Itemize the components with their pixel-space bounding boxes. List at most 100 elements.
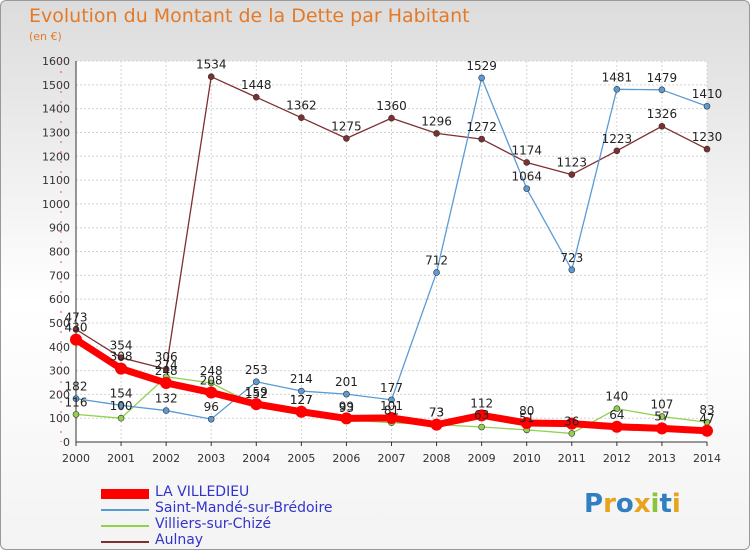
data-label-2: 81: [384, 404, 399, 418]
data-point-1: [162, 407, 170, 414]
y-tick-label: 600: [49, 293, 70, 306]
y-tick-label: 700: [49, 269, 70, 282]
y-tick-label: 1100: [42, 174, 70, 187]
data-point-0: [475, 409, 488, 422]
data-point-1: [568, 266, 576, 274]
proxiti-logo: Proxiti: [584, 489, 681, 519]
data-label-2: 140: [605, 390, 628, 404]
data-label-0: 308: [110, 350, 133, 364]
data-label-0: 47: [699, 412, 714, 426]
data-label-2: 107: [650, 398, 673, 412]
y-tick-label: 1500: [42, 79, 70, 92]
data-label-1: 96: [204, 400, 219, 414]
data-label-0: 208: [200, 373, 223, 387]
data-label-1: 1481: [602, 70, 633, 84]
data-label-2: 63: [474, 408, 489, 422]
data-point-0: [385, 411, 398, 424]
data-point-1: [478, 74, 485, 82]
data-point-3: [433, 130, 440, 137]
x-tick-label: 2002: [152, 452, 180, 465]
data-label-1: 1529: [466, 59, 497, 73]
data-point-1: [658, 86, 666, 94]
data-label-2: 127: [290, 393, 313, 407]
data-point-3: [658, 122, 666, 130]
data-label-1: 712: [425, 253, 448, 267]
data-point-2: [568, 430, 576, 437]
y-tick-label: 300: [49, 365, 70, 378]
data-point-1: [703, 102, 711, 110]
data-point-0: [655, 422, 668, 435]
data-point-3: [162, 365, 170, 373]
data-point-2: [207, 379, 215, 387]
data-point-3: [72, 326, 80, 333]
data-label-1: 132: [155, 392, 178, 406]
data-point-2: [117, 414, 125, 422]
data-label-3: 473: [65, 310, 88, 324]
data-label-1: 1410: [692, 87, 723, 101]
legend-label-la-villedieu: LA VILLEDIEU: [155, 484, 250, 500]
data-label-3: 1275: [331, 119, 362, 133]
data-point-2: [658, 413, 666, 420]
legend-item-aulnay: Aulnay: [101, 532, 401, 549]
data-point-2: [72, 411, 80, 418]
legend-item-villiers: Villiers-sur-Chizé: [101, 516, 401, 534]
y-tick-label: 0: [63, 436, 70, 449]
data-point-0: [70, 333, 82, 346]
y-tick-label: 1600: [42, 55, 70, 68]
legend-item-la-villedieu: LA VILLEDIEU: [101, 484, 401, 502]
data-point-3: [478, 135, 485, 143]
data-point-1: [343, 390, 350, 398]
x-tick-label: 2012: [603, 452, 631, 465]
data-label-1: 1064: [511, 170, 542, 184]
data-label-3: 1230: [692, 130, 723, 144]
data-point-3: [252, 93, 260, 101]
data-label-3: 354: [110, 339, 133, 353]
legend: LA VILLEDIEU Saint-Mandé-sur-Brédoire Vi…: [101, 484, 401, 549]
data-point-1: [613, 86, 621, 93]
data-label-0: 73: [429, 406, 444, 420]
x-tick-label: 2011: [558, 452, 586, 465]
data-point-2: [478, 423, 485, 431]
data-point-0: [340, 412, 353, 425]
data-point-3: [298, 114, 305, 121]
y-tick-label: 1400: [42, 103, 70, 116]
y-tick-label: 900: [49, 222, 70, 235]
data-point-1: [298, 387, 305, 395]
data-label-2: 51: [519, 411, 534, 425]
data-label-2: 93: [339, 401, 354, 415]
y-tick-label: 400: [49, 341, 70, 354]
unit-label: (en €): [29, 30, 62, 43]
data-point-3: [117, 354, 125, 362]
data-point-1: [207, 415, 215, 423]
legend-label-villiers: Villiers-sur-Chizé: [155, 516, 272, 532]
data-point-0: [250, 398, 263, 411]
legend-swatch-saint-mande: [101, 509, 149, 511]
legend-swatch-villiers: [101, 525, 149, 527]
data-label-2: 248: [200, 364, 223, 378]
data-label-2: 116: [65, 395, 88, 409]
x-tick-label: 2003: [197, 452, 225, 465]
x-tick-label: 2005: [287, 452, 315, 465]
data-label-1: 177: [380, 381, 403, 395]
y-tick-label: 800: [49, 246, 70, 259]
data-point-3: [523, 159, 531, 166]
y-tick-label: 200: [49, 388, 70, 401]
data-label-3: 1123: [557, 156, 588, 170]
x-tick-label: 2007: [378, 452, 406, 465]
legend-swatch-aulnay: [101, 541, 149, 543]
data-label-3: 1296: [421, 114, 452, 128]
data-label-1: 154: [110, 386, 133, 400]
data-label-3: 1326: [647, 107, 678, 121]
data-point-0: [565, 417, 578, 430]
data-point-3: [613, 147, 621, 155]
data-label-2: 274: [155, 358, 178, 372]
x-tick-label: 2008: [423, 452, 451, 465]
legend-swatch-la-villedieu: [101, 489, 149, 499]
data-label-3: 1448: [241, 78, 272, 92]
data-label-0: 101: [380, 399, 403, 413]
data-point-0: [520, 416, 533, 429]
data-point-0: [160, 376, 173, 389]
data-point-1: [117, 402, 125, 409]
data-point-0: [115, 362, 128, 375]
